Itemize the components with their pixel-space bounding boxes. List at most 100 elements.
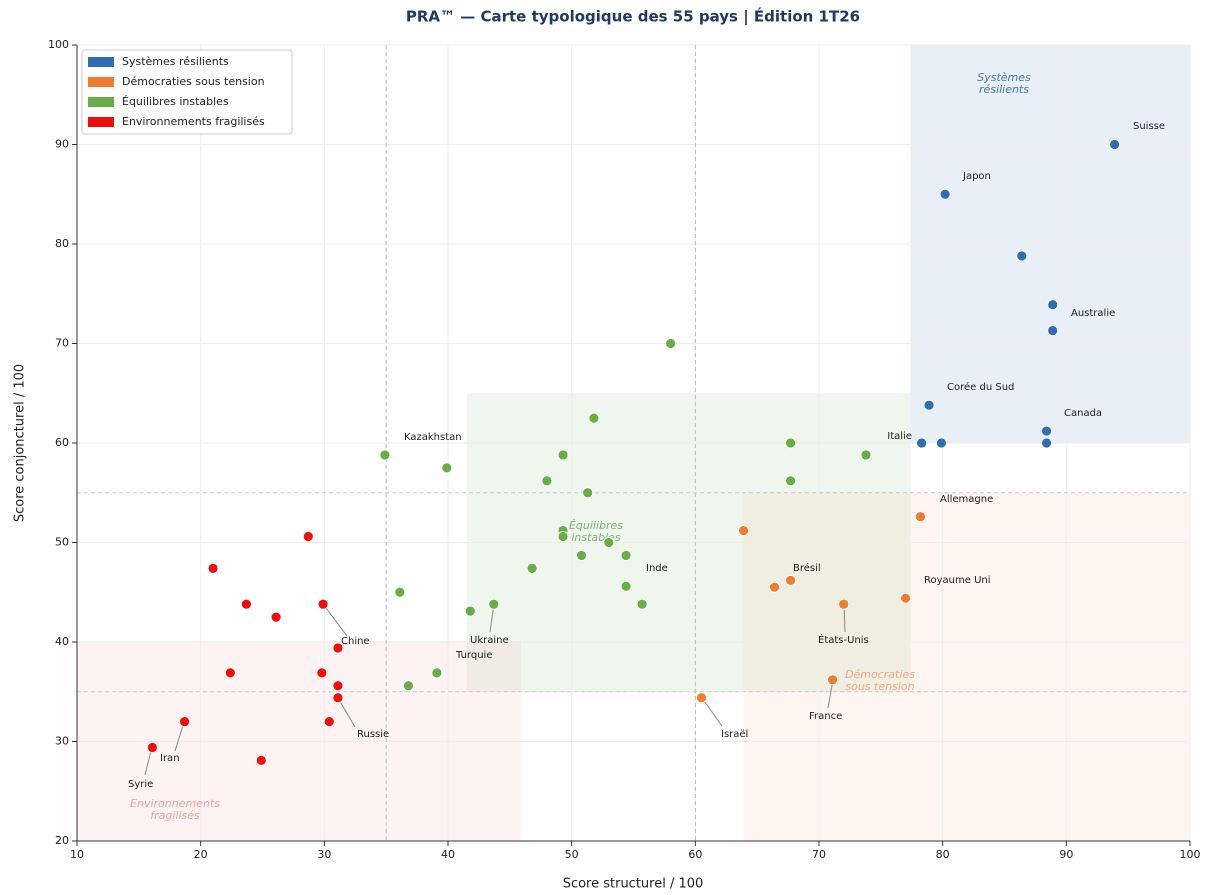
- y-tick-label: 70: [55, 337, 69, 350]
- annotation: Brésil: [793, 562, 821, 574]
- point: [916, 437, 928, 449]
- y-tick-label: 60: [55, 436, 69, 449]
- x-axis-label: Score structurel / 100: [563, 877, 704, 892]
- point: [915, 511, 926, 523]
- point: [923, 399, 935, 411]
- y-tick-label: 30: [55, 735, 69, 748]
- point: [603, 537, 615, 548]
- point: [620, 550, 632, 561]
- point: [696, 692, 707, 704]
- y-tick-label: 100: [48, 38, 69, 51]
- point: [431, 667, 443, 679]
- annotation: Canada: [1064, 408, 1102, 419]
- point: [1109, 139, 1120, 150]
- zone-label: Démocraties: [845, 668, 915, 681]
- point: [1041, 425, 1052, 437]
- point: [526, 562, 538, 574]
- legend-label: Équilibres instables: [122, 95, 229, 108]
- legend-box: [81, 49, 293, 135]
- annotation: États-Unis: [818, 633, 869, 646]
- point: [1016, 250, 1028, 262]
- point: [1041, 437, 1052, 449]
- point: [488, 598, 500, 610]
- y-tick-label: 80: [55, 237, 69, 250]
- x-tick-label: 20: [194, 848, 208, 861]
- point: [620, 580, 632, 592]
- y-tick-label: 50: [55, 536, 69, 549]
- point: [224, 667, 236, 679]
- x-tick-label: 50: [565, 848, 579, 861]
- x-tick-label: 80: [936, 848, 950, 861]
- y-tick-label: 90: [55, 138, 69, 151]
- zone-label: Systèmes: [977, 71, 1031, 84]
- point: [332, 642, 344, 654]
- legend-swatch: [88, 117, 114, 127]
- annotation: Italie: [887, 431, 912, 442]
- legend-label: Environnements fragilisés: [122, 115, 265, 128]
- zone-label: sous tension: [845, 680, 914, 693]
- point: [270, 611, 282, 623]
- x-tick-label: 30: [317, 848, 331, 861]
- point: [665, 338, 676, 349]
- leader-line: [337, 697, 356, 728]
- point: [441, 462, 453, 474]
- x-tick-label: 100: [1180, 848, 1201, 861]
- legend-label: Démocraties sous tension: [122, 75, 265, 88]
- point: [1047, 325, 1059, 336]
- point: [588, 412, 600, 424]
- point: [582, 487, 594, 499]
- point: [738, 525, 749, 536]
- y-tick-label: 20: [55, 834, 69, 847]
- annotation: Syrie: [128, 779, 153, 790]
- point: [838, 598, 850, 610]
- point: [332, 680, 344, 692]
- point: [332, 692, 344, 704]
- x-tick-label: 60: [688, 848, 702, 861]
- point: [379, 449, 391, 461]
- point: [785, 437, 796, 449]
- x-tick-label: 10: [70, 848, 84, 861]
- legend-swatch: [88, 57, 114, 67]
- annotation: Ukraine: [470, 635, 509, 646]
- zone: [743, 492, 1190, 841]
- point: [785, 574, 796, 586]
- x-tick-label: 40: [441, 848, 455, 861]
- point: [557, 449, 569, 461]
- y-tick-label: 40: [55, 635, 69, 648]
- legend-label: Systèmes résilients: [122, 55, 229, 68]
- legend: Systèmes résilients Démocraties sous tens…: [81, 49, 293, 135]
- point: [1047, 299, 1059, 311]
- chart-title: PRA™ — Carte typologique des 55 pays | É…: [406, 7, 860, 27]
- zone-label: Équilibres: [569, 519, 623, 532]
- point: [147, 742, 158, 753]
- point: [636, 598, 648, 610]
- point: [255, 755, 267, 766]
- annotation: Iran: [160, 753, 180, 764]
- x-tick-label: 70: [812, 848, 826, 861]
- annotation: Australie: [1071, 308, 1115, 319]
- leader-line: [174, 721, 185, 752]
- annotation: Allemagne: [940, 494, 993, 505]
- point: [241, 598, 252, 610]
- point: [557, 531, 569, 542]
- point: [317, 598, 329, 610]
- annotation: Japon: [962, 171, 991, 182]
- annotation: Turquie: [455, 650, 492, 661]
- point: [464, 605, 476, 617]
- point: [207, 562, 219, 574]
- point: [576, 550, 587, 561]
- annotation: Suisse: [1133, 121, 1165, 132]
- leader-line: [322, 603, 348, 637]
- legend-swatch: [88, 97, 114, 107]
- annotation: Russie: [357, 729, 389, 740]
- x-tick-label: 90: [1059, 848, 1073, 861]
- point: [785, 475, 796, 487]
- leader-line: [701, 697, 723, 727]
- annotation: Inde: [646, 563, 668, 574]
- point: [769, 581, 780, 593]
- point: [827, 674, 839, 686]
- point: [860, 449, 872, 461]
- annotation: Corée du Sud: [947, 381, 1014, 393]
- annotation: Chine: [341, 636, 370, 647]
